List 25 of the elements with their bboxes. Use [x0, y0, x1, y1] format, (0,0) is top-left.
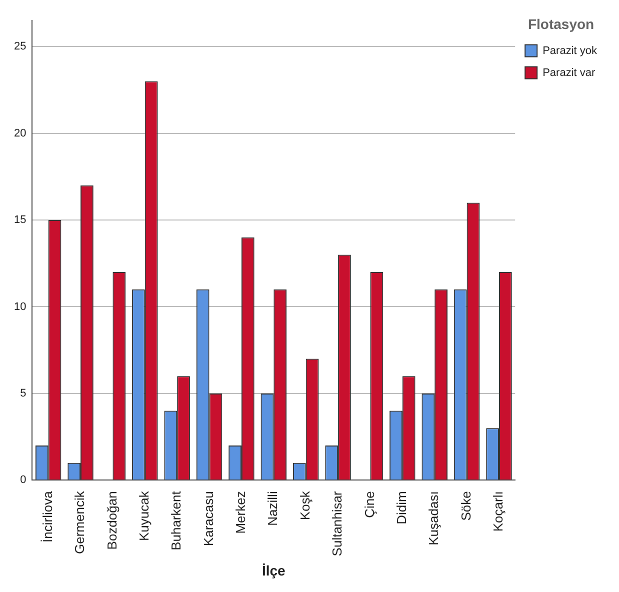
- y-tick-label: 25: [14, 40, 26, 53]
- x-tick-label: Bozdoğan: [104, 491, 120, 550]
- x-tick-label: Sultanhisar: [330, 490, 345, 556]
- legend-title: Flotasyon: [528, 16, 594, 32]
- legend-label: Parazit yok: [542, 44, 598, 57]
- legend-label: Parazit var: [542, 66, 596, 79]
- x-tick-label: Germencik: [72, 490, 88, 554]
- y-tick-label: 15: [14, 214, 26, 226]
- x-tick-label: Çine: [362, 491, 377, 518]
- y-tick-label: 5: [20, 387, 26, 400]
- x-tick-label: İncirliova: [40, 490, 55, 542]
- x-tick-label: Nazilli: [265, 491, 280, 526]
- x-tick-label: Koşk: [297, 490, 312, 520]
- x-tick-label: Buharkent: [168, 490, 184, 550]
- x-tick-label: Karacasu: [200, 491, 216, 546]
- x-tick-label: Kuyucak: [136, 490, 152, 542]
- x-tick-label: Didim: [394, 491, 410, 524]
- x-tick-label: Koçarlı: [490, 491, 506, 532]
- x-tick-label: Merkez: [233, 491, 248, 534]
- y-tick-label: 0: [20, 474, 26, 486]
- y-tick-label: 20: [14, 127, 26, 140]
- x-tick-label: Söke: [458, 491, 474, 521]
- y-tick-label: 10: [14, 300, 26, 313]
- x-axis-title: İlçe: [262, 562, 286, 578]
- x-tick-label: Kuşadası: [426, 491, 442, 546]
